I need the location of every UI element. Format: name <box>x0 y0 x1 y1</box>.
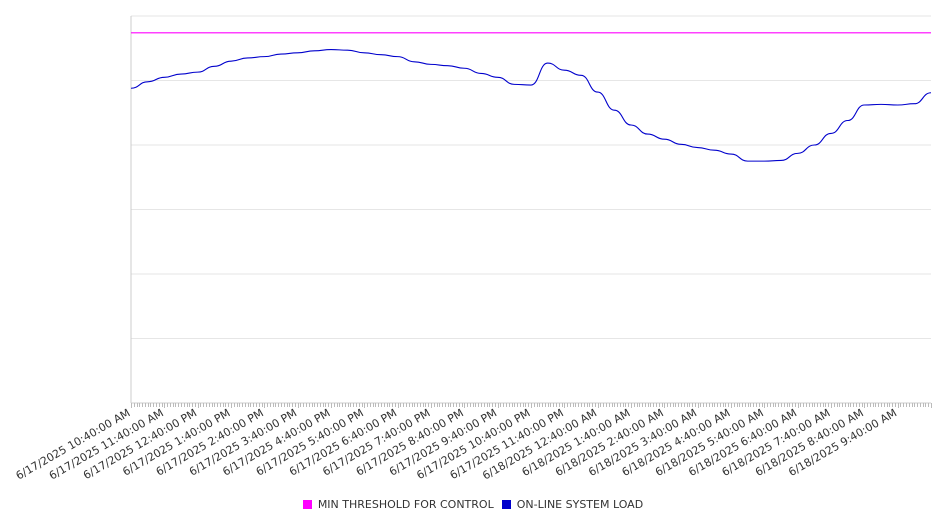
legend-label: ON-LINE SYSTEM LOAD <box>516 498 644 511</box>
series-lines <box>130 32 932 162</box>
legend: MIN THRESHOLD FOR CONTROL ON-LINE SYSTEM … <box>0 498 946 512</box>
series-line <box>130 48 932 162</box>
grid-lines <box>131 15 931 339</box>
x-axis-tick-labels: 6/17/2025 10:40:00 AM6/17/2025 11:40:00 … <box>14 406 900 482</box>
x-axis-ticks <box>131 403 932 408</box>
legend-swatch <box>501 500 511 509</box>
legend-item[interactable]: MIN THRESHOLD FOR CONTROL <box>302 498 494 511</box>
legend-swatch <box>302 500 312 509</box>
legend-label: MIN THRESHOLD FOR CONTROL <box>317 498 494 511</box>
legend-item[interactable]: ON-LINE SYSTEM LOAD <box>501 498 644 511</box>
